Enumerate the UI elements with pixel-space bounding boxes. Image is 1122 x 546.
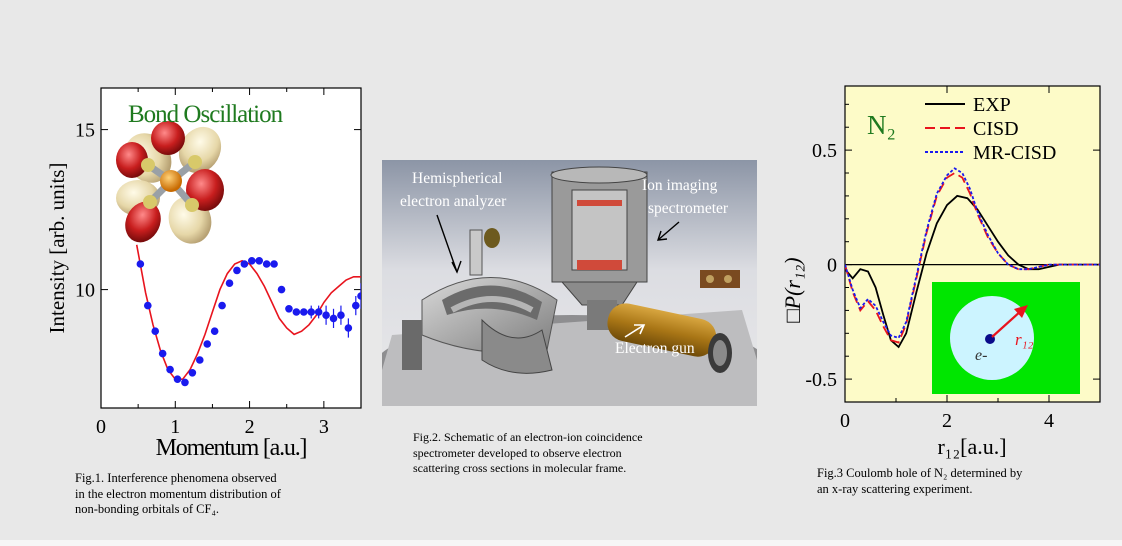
fig3-y-tick-label: 0 xyxy=(827,255,837,277)
cf4-orbital-molecule-image xyxy=(116,121,224,244)
fig1-data-point xyxy=(329,314,338,323)
bottom-strip xyxy=(0,540,1122,546)
fig2-caption-line: spectrometer developed to observe electr… xyxy=(413,445,622,460)
coulomb-hole-inset: e- r₁₂ xyxy=(932,282,1080,394)
fig1-data-point xyxy=(337,311,345,319)
fig1-chart: 0 1 2 3 10 15 Bond Oscillation Intensity [arb… xyxy=(45,87,362,461)
gun-label: Electron gun xyxy=(615,340,695,357)
fig1-data-point xyxy=(203,340,212,348)
fig1-caption-line: non-bonding orbitals of CF₄. xyxy=(75,502,219,516)
fig1-y-axis-label: Intensity [arb. units] xyxy=(45,163,69,334)
fig1-title: Bond Oscillation xyxy=(128,101,284,128)
r12-label: r₁₂ xyxy=(1015,330,1034,349)
fig1-data-point xyxy=(314,308,323,316)
fig3-x-axis-label: r₁₂[a.u.] xyxy=(937,434,1006,459)
fig1-data-point xyxy=(344,324,353,332)
fig1-data-point xyxy=(218,301,226,310)
fig1-data-point xyxy=(151,327,160,335)
analyzer-label-line1: Hemispherical xyxy=(412,170,502,187)
fig1-data-point xyxy=(136,260,145,268)
analyzer-arrow xyxy=(436,214,458,273)
fig2-caption-line: scattering cross sections in molecular f… xyxy=(413,461,627,475)
fig1-data-point xyxy=(210,327,219,335)
fig1-data-point xyxy=(292,308,301,316)
fig1-data-point xyxy=(285,305,293,313)
fig1-data-point xyxy=(277,285,286,294)
fig3-x-tick-label: 2 xyxy=(942,410,952,432)
fig3-x-tick-label: 0 xyxy=(840,410,850,432)
fig1-data-point xyxy=(255,257,264,265)
fig3-caption-line: Fig.3 Coulomb hole of N₂ determined by xyxy=(817,466,1023,480)
fig1-data-point xyxy=(352,301,360,310)
fig3-panel-label: N₂ xyxy=(867,110,896,140)
fig1-x-tick-label: 2 xyxy=(245,416,255,438)
fig1-y-tick-label: 15 xyxy=(75,120,95,142)
fig1-y-tick-label: 10 xyxy=(75,280,95,302)
fig1-data-point xyxy=(307,308,316,316)
fig3-series-line xyxy=(845,194,1100,349)
spectrometer-arrow xyxy=(657,221,680,241)
fig1-data-point xyxy=(181,378,189,387)
fig3-legend-label: EXP xyxy=(973,94,1011,116)
fig2-caption: Fig.2. Schematic of an electron-ion coin… xyxy=(413,430,758,477)
fig3-legend-label: CISD xyxy=(973,118,1019,140)
electron-label: e- xyxy=(975,347,987,364)
fig1-data-point xyxy=(357,292,361,300)
gun-arrow xyxy=(624,324,645,338)
fig1-x-tick-label: 3 xyxy=(319,416,329,438)
fig1-data-point xyxy=(270,260,278,268)
fig1-data-point xyxy=(225,279,234,287)
fig1-data-point xyxy=(144,301,152,310)
fig1-data-point xyxy=(173,375,182,384)
r12-arrow xyxy=(991,309,1023,338)
spectrometer-label-line2: spectrometer xyxy=(648,200,729,217)
fig1-data-point xyxy=(322,311,330,319)
fig1-data-point xyxy=(196,356,204,364)
fig3-legend-label: MR-CISD xyxy=(973,142,1056,164)
fig2-caption-line: Fig.2. Schematic of an electron-ion coin… xyxy=(413,430,643,444)
fig3-caption-line: an x-ray scattering experiment. xyxy=(817,481,973,496)
fig1-caption-line: in the electron momentum distribution of xyxy=(75,486,281,501)
fig3-y-tick-label: -0.5 xyxy=(805,369,837,391)
analyzer-label-line2: electron analyzer xyxy=(400,193,507,210)
spectrometer-label-line1: Ion imaging xyxy=(642,177,718,194)
fig1-data-point xyxy=(158,349,167,358)
fig1-x-axis-label: Momentum [a.u.] xyxy=(156,435,307,461)
fig1-caption: Fig.1. Interference phenomena observed i… xyxy=(75,471,375,518)
fig1-data-point xyxy=(300,308,308,316)
fig3-series-line xyxy=(845,167,1100,339)
fig1-data-point xyxy=(262,260,271,268)
fig1-x-tick-label: 1 xyxy=(170,416,180,438)
fig3-x-tick-label: 4 xyxy=(1044,410,1054,432)
fig1-data-point xyxy=(248,257,256,265)
fig3-y-axis-label: □P(r₁₂) xyxy=(780,257,805,322)
fig1-data-point xyxy=(240,260,249,268)
fig3-caption: Fig.3 Coulomb hole of N₂ determined by a… xyxy=(817,466,1117,497)
fig1-data-point xyxy=(188,369,197,377)
fig3-y-tick-label: 0.5 xyxy=(812,140,837,162)
fig2-apparatus-image: Hemispherical electron analyzer Ion imag… xyxy=(382,160,757,406)
fig1-x-tick-label: 0 xyxy=(96,416,106,438)
fig1-caption-line: Fig.1. Interference phenomena observed xyxy=(75,471,277,485)
fig1-data-point xyxy=(166,365,174,374)
fig1-data-point xyxy=(233,266,241,275)
